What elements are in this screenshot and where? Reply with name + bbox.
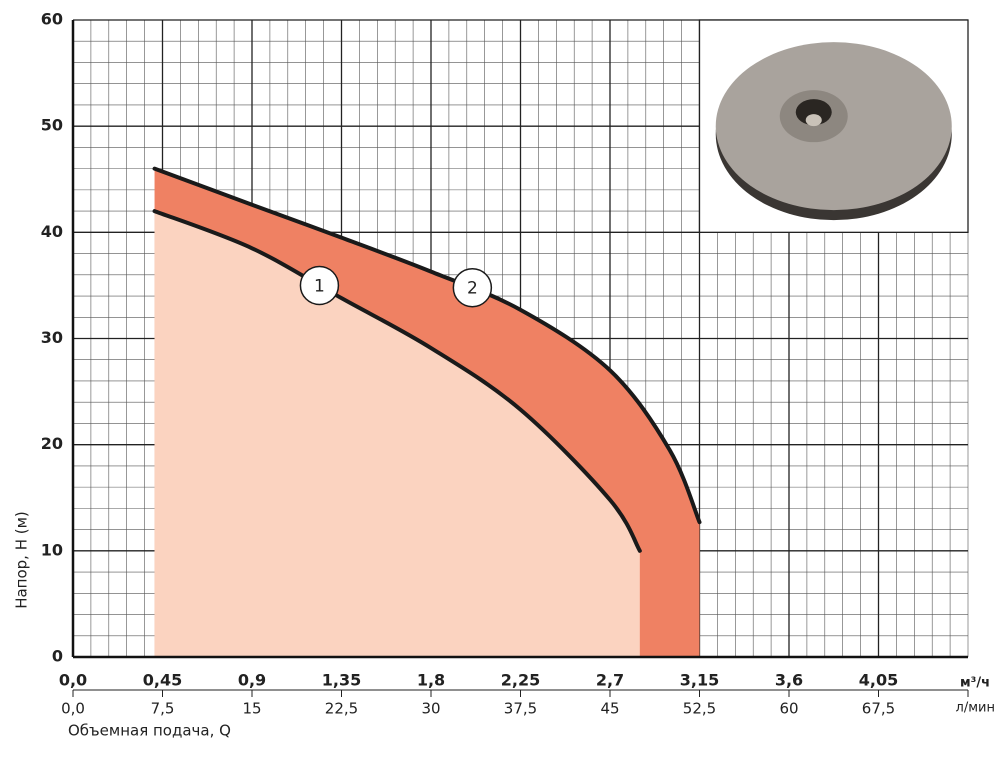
x-tick-label: 0,9	[238, 671, 266, 690]
x2-tick-label: 67,5	[862, 700, 895, 718]
x-tick-label: 1,35	[322, 671, 361, 690]
x2-unit: л/мин	[956, 701, 995, 716]
x-tick-label: 3,6	[775, 671, 803, 690]
impeller-photo	[698, 19, 969, 233]
y-tick-label: 40	[41, 222, 63, 241]
x-tick-label: 1,8	[417, 671, 445, 690]
impeller-shaft	[805, 114, 822, 127]
area-fill	[154, 211, 640, 657]
overlay: 21	[152, 166, 702, 553]
x-tick-label: 4,05	[859, 671, 898, 690]
x2-tick-label: 0,0	[61, 700, 85, 718]
x2-tick-label: 7,5	[151, 700, 175, 718]
impeller-hole	[795, 99, 832, 126]
y-tick-label: 60	[41, 10, 63, 29]
x-tick-label: 3,15	[680, 671, 719, 690]
x2-tick-label: 60	[779, 700, 798, 718]
x2-tick-label: 52,5	[683, 700, 716, 718]
curve-label-circle	[299, 265, 340, 306]
x-unit: м³/ч	[960, 676, 990, 691]
curve-line	[152, 209, 642, 553]
x2-tick-label: 15	[242, 700, 261, 718]
curve-label: 2	[467, 279, 478, 299]
y-tick-label: 10	[41, 540, 63, 559]
x2-tick-label: 37,5	[504, 700, 537, 718]
curve-label-circle	[452, 267, 493, 308]
x-tick-label: 0,45	[143, 671, 182, 690]
x-tick-label: 0,0	[59, 671, 87, 690]
y-tick-label: 30	[41, 328, 63, 347]
x2-tick-label: 45	[600, 700, 619, 718]
y-tick-label: 20	[41, 434, 63, 453]
x-tick-label: 2,7	[596, 671, 624, 690]
y-tick-label: 50	[41, 116, 63, 135]
x-tick-label: 2,25	[501, 671, 540, 690]
x2-tick-label: 22,5	[325, 700, 358, 718]
fills	[154, 168, 700, 657]
x2-tick-label: 30	[421, 700, 440, 718]
x-axis-title: Объемная подача, Q	[68, 722, 231, 740]
curve-label: 1	[314, 276, 325, 296]
y-axis-title: Напор, Н (м)	[13, 511, 31, 609]
y-tick-label: 0	[52, 647, 63, 666]
